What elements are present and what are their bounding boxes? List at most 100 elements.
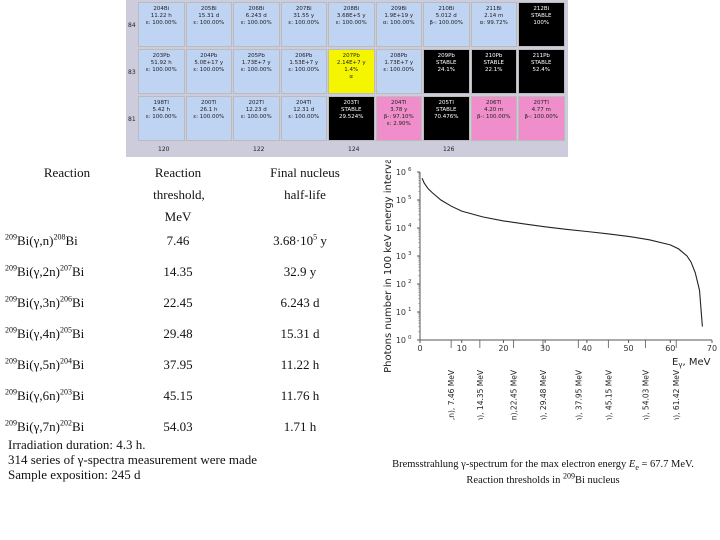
threshold-cell: 29.48: [163, 326, 193, 341]
nuclide-cell-line: 5.0E+17 y: [194, 60, 224, 66]
nuclide-cell-line: 206Tl: [486, 100, 502, 106]
reaction-equation: Bi(γ,7n): [17, 419, 60, 434]
table-row: 209Bi(γ,6n)203Bi 45.15 11.76 h: [5, 388, 375, 418]
table-row: 209Bi(γ,7n)202Bi 54.03 1.71 h: [5, 419, 375, 449]
nuclide-cell-line: 204Bi: [153, 6, 170, 12]
caption-line-1-text: Bremsstrahlung γ-spectrum for the max el…: [392, 459, 629, 470]
halflife-value: 15.31 d: [280, 326, 320, 341]
product-element: Bi: [65, 233, 78, 248]
nuclide-cell-line: ε: 2.90%: [386, 121, 411, 127]
nuclide-cell-line: 1.53E+7 y: [289, 60, 319, 66]
nuclide-cell-line: ε: 100.00%: [193, 114, 225, 120]
note-exposition: Sample exposition: 245 d: [8, 467, 141, 482]
product-element: Bi: [71, 357, 85, 372]
nuclide-row-label: 84: [128, 22, 136, 29]
y-tick-exponent: 3: [408, 251, 412, 257]
caption-energy-symbol: E: [628, 459, 636, 470]
nuclide-col-label: 124: [348, 146, 360, 153]
reaction-cell: 209Bi(γ,2n)207Bi: [5, 264, 135, 280]
reaction-equation: Bi(γ,6n): [17, 388, 60, 403]
reaction-equation: Bi(γ,5n): [17, 357, 60, 372]
caption-energy-subscript: e: [635, 463, 639, 473]
nuclide-cell-line: α: 100.00%: [382, 20, 415, 26]
threshold-label: (γ,7n), 54.03 MeV: [641, 369, 650, 420]
nuclide-cell: 203Tl STABLE 29.524%: [328, 96, 375, 141]
nuclide-cell-line: ε: 100.00%: [145, 20, 177, 26]
reaction-cell: 209Bi(γ,4n)205Bi: [5, 326, 135, 342]
nuclide-cell-line: 3.78 y: [390, 107, 408, 113]
threshold-cell: 22.45: [163, 295, 193, 310]
nuclide-cell-line: β-: 100.00%: [524, 114, 559, 120]
halflife-value: 3.68·10: [273, 233, 314, 248]
x-tick-label: 70: [707, 344, 717, 353]
y-tick-exponent: 6: [408, 167, 412, 173]
reaction-equation: Bi(γ,4n): [17, 326, 60, 341]
halflife-value: 6.243 d: [280, 295, 320, 310]
nuclide-cell-line: STABLE: [531, 13, 552, 19]
nuclide-cell-line: ε: 100.00%: [240, 20, 272, 26]
caption-line-2-nucleus: Bi nucleus: [574, 475, 620, 487]
nuclide-cell-line: β-: 97.10%: [383, 114, 414, 120]
product-mass-number: 207: [59, 263, 72, 273]
nuclide-cell-line: 24.1%: [437, 67, 455, 73]
nuclide-cell-line: 12.31 d: [293, 107, 315, 113]
nuclide-cell-line: 211Bi: [485, 6, 502, 12]
irradiation-notes: Irradiation duration: 4.3 h. 314 series …: [8, 437, 368, 482]
nuclide-cell-line: 206Pb: [295, 53, 313, 59]
target-mass-number: 209: [5, 418, 17, 428]
target-mass-number: 209: [5, 232, 17, 242]
nuclide-cell: 207Bi 31.55 y ε: 100.00%: [280, 2, 327, 47]
nuclide-cell: 205Tl STABLE 70.476%: [423, 96, 470, 141]
y-tick-exponent: 2: [408, 279, 412, 285]
halflife-cell: 1.71 h: [235, 419, 365, 435]
nuclide-cell: 210Pb STABLE 22.1%: [470, 49, 517, 94]
threshold-cell: 7.46: [166, 233, 190, 248]
nuclide-cell-line: STABLE: [483, 60, 505, 66]
halflife-value: 11.22 h: [280, 357, 320, 372]
halflife-value: 11.76 h: [280, 388, 320, 403]
nuclide-cell: 206Bi 6.243 d ε: 100.00%: [233, 2, 280, 47]
reaction-table: Reaction Reaction threshold, MeV Final n…: [5, 155, 375, 434]
nuclide-cell-line: STABLE: [531, 60, 552, 66]
spectrum-figure: 10 6 10 5 10 4 10 3 10 2 10 1 10 0 0 10 20 30 40 50 60 70 Phot…: [378, 155, 718, 437]
y-tick-label: 10: [396, 252, 406, 261]
nuclide-col-label: 122: [253, 146, 265, 153]
nuclide-cell: 205Bi 15.31 d ε: 100.00%: [185, 2, 232, 47]
nuclide-cell-line: 198Tl: [153, 100, 169, 106]
nuclide-cell-line: 208Bi: [343, 6, 360, 12]
x-tick-label: 10: [457, 344, 467, 353]
spectrum-curve: [421, 177, 703, 327]
nuclide-cell-line: ε: 100.00%: [193, 67, 225, 73]
target-mass-number: 209: [5, 356, 17, 366]
figure-caption: Bremsstrahlung γ-spectrum for the max el…: [368, 458, 718, 487]
nuclide-cell: 203Pb 51.92 h ε: 100.00%: [138, 49, 185, 94]
nuclide-cell: 209Pb STABLE 24.1%: [423, 49, 470, 94]
product-element: Bi: [71, 388, 85, 403]
nuclide-cell-line: 12.23 d: [245, 107, 267, 113]
product-mass-number: 208: [53, 232, 66, 242]
threshold-cell: 37.95: [163, 357, 193, 372]
nuclide-row-label: 81: [128, 116, 136, 123]
halflife-cell: 6.243 d: [235, 295, 365, 311]
table-row: 209Bi(γ,n)208Bi 7.46 3.68·105 y: [5, 233, 375, 263]
nuclide-cell-line: STABLE: [341, 107, 362, 113]
nuclide-cell-line: β-: 100.00%: [476, 114, 511, 120]
threshold-cell: 14.35: [163, 264, 193, 279]
halflife-cell: 15.31 d: [235, 326, 365, 342]
reaction-cell: 209Bi(γ,n)208Bi: [5, 233, 135, 249]
x-axis-label: Eγ, MeV: [672, 357, 711, 369]
halflife-value: 32.9 y: [283, 264, 317, 279]
halflife-unit: y: [317, 233, 327, 248]
nuclide-cell: 200Tl 26.1 h ε: 100.00%: [185, 96, 232, 141]
note-series: 314 series of γ-spectra measurement were…: [8, 452, 258, 467]
target-mass-number: 209: [5, 294, 17, 304]
threshold-cell: 45.15: [163, 388, 193, 403]
table-row: 209Bi(γ,2n)207Bi 14.35 32.9 y: [5, 264, 375, 294]
halflife-cell: 11.22 h: [235, 357, 365, 373]
x-axis-label-subscript: γ: [678, 361, 682, 369]
nuclide-cell-line: 205Pb: [247, 53, 265, 59]
nuclide-chart: 204Bi 11.22 h ε: 100.00% 205Bi 15.31 d ε: 100…: [126, 0, 568, 157]
nuclide-cell: 204Bi 11.22 h ε: 100.00%: [138, 2, 185, 47]
product-mass-number: 203: [59, 387, 72, 397]
